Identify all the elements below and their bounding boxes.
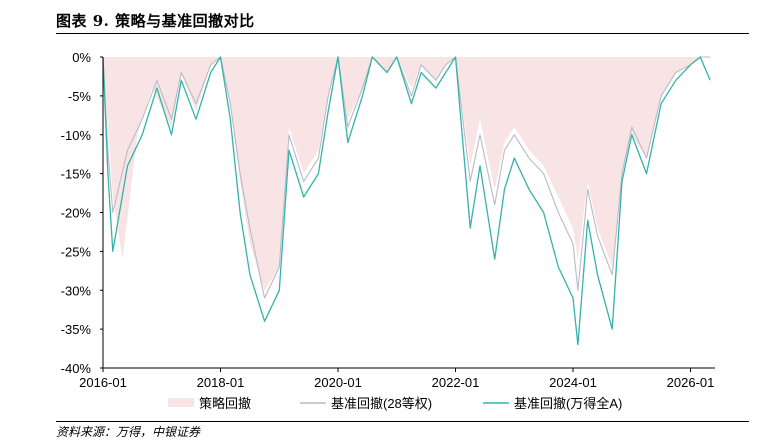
y-tick-label: -25% [61,244,92,259]
y-tick-label: 0% [72,50,91,65]
y-tick-label: -10% [61,128,92,143]
series-line-wind [102,56,711,346]
title-rule [56,33,749,34]
y-tick-label: -35% [61,322,92,337]
x-tick-label: 2020-01 [314,375,362,390]
source-rule [56,421,749,422]
y-tick-label: -40% [61,361,92,376]
x-tick-label: 2016-01 [79,375,127,390]
y-tick-label: -15% [61,167,92,182]
y-tick-label: -5% [68,89,92,104]
x-tick-label: 2026-01 [667,375,715,390]
legend-label: 基准回撤(28等权) [331,396,432,411]
source-note: 资料来源：万得，中银证券 [56,425,201,439]
legend-swatch-strategy [168,398,194,407]
x-tick-label: 2024-01 [549,375,597,390]
x-tick-label: 2018-01 [197,375,245,390]
figure-title: 图表 9. 策略与基准回撤对比 [56,12,255,30]
plot-area [102,56,711,346]
x-tick-label: 2022-01 [432,375,480,390]
legend-label: 策略回撤 [199,396,251,411]
y-tick-label: -30% [61,283,92,298]
y-tick-label: -20% [61,206,92,221]
legend-label: 基准回撤(万得全A) [514,396,622,411]
axes: 0% -5% -10% -15% -20% -25% -30% -35% -40%2016-01… [61,50,715,390]
legend: 策略回撤 基准回撤(28等权) 基准回撤(万得全A) [168,396,622,411]
series-area-strategy [103,57,711,291]
series-line-bench28 [102,56,711,299]
